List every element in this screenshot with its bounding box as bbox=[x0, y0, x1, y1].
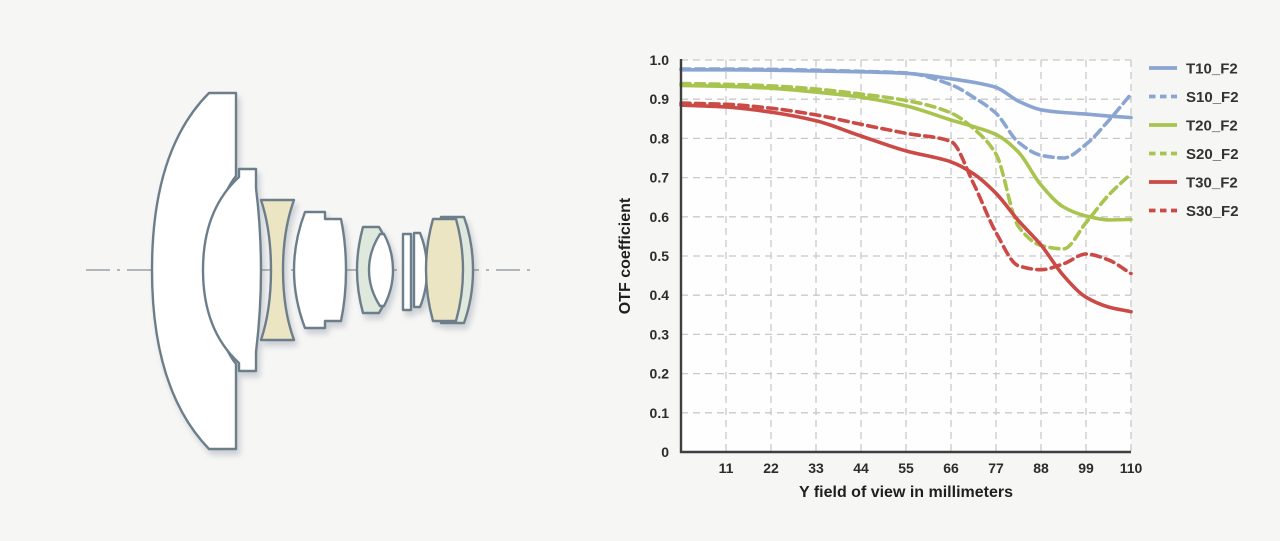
x-tick-label: 55 bbox=[898, 460, 914, 476]
y-tick-label: 0.7 bbox=[650, 170, 670, 186]
legend-item: S20_F2 bbox=[1149, 146, 1239, 163]
curve-T30_F2 bbox=[679, 103, 1133, 314]
y-tick-label: 0.8 bbox=[650, 130, 670, 146]
legend-label: T30_F2 bbox=[1186, 175, 1238, 192]
y-tick-label: 0.1 bbox=[650, 405, 670, 421]
legend: T10_F2 S10_F2 T20_F2 S20_F2 T30_F2 S30_F2 bbox=[1149, 61, 1239, 220]
y-tick-label: 0 bbox=[661, 444, 669, 460]
y-tick-label: 0.3 bbox=[650, 326, 670, 342]
y-axis-title: OTF coefficient bbox=[617, 197, 634, 314]
legend-label: T10_F2 bbox=[1186, 61, 1238, 78]
x-tick-label: 99 bbox=[1078, 460, 1094, 476]
second-meniscus bbox=[201, 167, 263, 373]
curve-S10_F2 bbox=[679, 67, 1133, 160]
curves bbox=[679, 67, 1133, 314]
legend-label: S10_F2 bbox=[1186, 89, 1239, 106]
curve-S30_F2 bbox=[679, 101, 1133, 276]
mid-doublet-inner-lens bbox=[367, 232, 395, 308]
x-tick-label: 77 bbox=[988, 460, 1004, 476]
x-tick-label: 11 bbox=[719, 460, 734, 476]
x-tick-label: 110 bbox=[1120, 460, 1143, 476]
x-tick-label: 66 bbox=[943, 460, 959, 476]
y-tick-label: 1.0 bbox=[650, 52, 670, 68]
biconcave-element bbox=[259, 198, 296, 342]
x-tick-label: 22 bbox=[763, 460, 779, 476]
x-axis-title: Y field of view in millimeters bbox=[799, 484, 1013, 501]
lens-elements-group bbox=[150, 91, 475, 451]
y-tick-label: 0.9 bbox=[650, 91, 670, 107]
x-tick-label: 33 bbox=[808, 460, 824, 476]
curve-S20_F2 bbox=[679, 81, 1133, 251]
y-tick-label: 0.5 bbox=[650, 248, 670, 264]
flat-plate-element bbox=[401, 232, 413, 312]
y-tick-label: 0.4 bbox=[650, 287, 670, 303]
rear-doublet-biconvex bbox=[424, 217, 465, 323]
legend-label: S30_F2 bbox=[1186, 203, 1239, 220]
legend-item: T10_F2 bbox=[1149, 61, 1238, 78]
legend-item: T30_F2 bbox=[1149, 175, 1238, 192]
legend-item: T20_F2 bbox=[1149, 118, 1238, 135]
y-tick-label: 0.6 bbox=[650, 209, 670, 225]
x-tick-label: 44 bbox=[853, 460, 869, 476]
legend-item: S10_F2 bbox=[1149, 89, 1239, 106]
axes bbox=[679, 59, 1131, 454]
y-tick-label: 0.2 bbox=[650, 366, 670, 382]
legend-label: S20_F2 bbox=[1186, 146, 1239, 163]
legend-label: T20_F2 bbox=[1186, 118, 1238, 135]
tick-labels: 0 0.1 0.2 0.3 0.4 0.5 0.6 0.7 0.8 0.9 1.0 11 22 33 44 5… bbox=[650, 52, 1143, 476]
biconvex-element bbox=[292, 210, 348, 330]
x-tick-label: 88 bbox=[1033, 460, 1049, 476]
legend-item: S30_F2 bbox=[1149, 203, 1239, 220]
